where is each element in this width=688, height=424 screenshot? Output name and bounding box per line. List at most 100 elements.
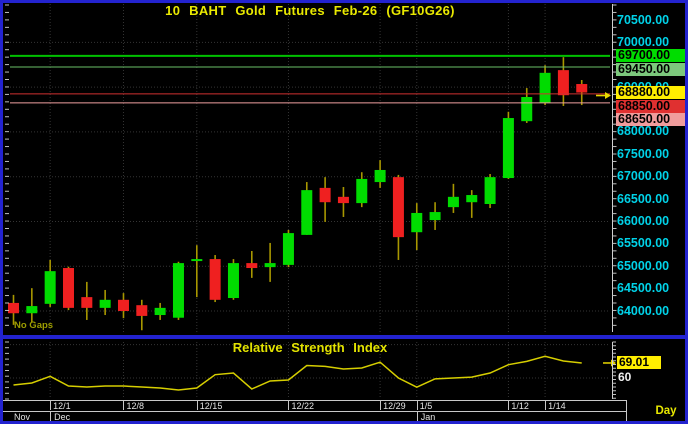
candle-up[interactable]	[484, 174, 496, 209]
candle-body[interactable]	[154, 307, 166, 316]
candle-down[interactable]	[117, 293, 129, 319]
panel-separator	[0, 335, 688, 339]
price-flag-69450: 69450.00	[616, 62, 688, 76]
candle-body[interactable]	[447, 196, 459, 208]
candle-up[interactable]	[154, 302, 166, 320]
candle-body[interactable]	[502, 118, 514, 179]
candle-up[interactable]	[26, 288, 38, 323]
candle-body[interactable]	[337, 196, 349, 204]
price-flag-69700: 69700.00	[616, 49, 688, 63]
candle-down[interactable]	[62, 266, 74, 311]
candle-up[interactable]	[172, 261, 184, 320]
candle-up[interactable]	[502, 111, 514, 179]
candle-up[interactable]	[521, 88, 533, 123]
week-label: 12/15	[199, 401, 223, 411]
candle-body[interactable]	[521, 97, 533, 122]
candle-body[interactable]	[172, 263, 184, 318]
price-axis-label: 70000.00	[617, 34, 670, 49]
rsi-current-value-badge: 69.01	[617, 356, 661, 369]
candle-up[interactable]	[264, 242, 276, 282]
price-axis-label: 64000.00	[617, 303, 670, 318]
candle-down[interactable]	[136, 299, 148, 331]
candle-down[interactable]	[576, 79, 588, 106]
price-axis-label: 66500.00	[617, 191, 670, 206]
candle-body[interactable]	[117, 299, 129, 311]
candle-down[interactable]	[246, 251, 258, 278]
candle-body[interactable]	[227, 263, 239, 299]
price-flag-68880: 68880.00	[616, 86, 688, 100]
candle-body[interactable]	[374, 169, 386, 183]
candle-body[interactable]	[319, 187, 331, 203]
candle-up[interactable]	[466, 190, 478, 218]
week-tick	[545, 400, 547, 410]
candle-down[interactable]	[8, 294, 19, 325]
candle-body[interactable]	[392, 177, 404, 238]
candle-up[interactable]	[539, 65, 551, 106]
month-label: Dec	[54, 411, 71, 422]
candle-body[interactable]	[99, 299, 111, 308]
candle-body[interactable]	[246, 263, 258, 269]
candle-up[interactable]	[191, 245, 203, 298]
price-axis-label: 64500.00	[617, 281, 670, 296]
price-axis-label: 67500.00	[617, 146, 670, 161]
axis-tick-marks	[5, 4, 617, 400]
rsi-title: Relative Strength Index	[232, 340, 388, 355]
candle-up[interactable]	[356, 172, 368, 208]
candle-body[interactable]	[8, 302, 19, 314]
candle-body[interactable]	[411, 212, 423, 233]
candle-body[interactable]	[356, 178, 368, 204]
candle-down[interactable]	[392, 174, 404, 260]
candle-down[interactable]	[557, 57, 569, 106]
candle-down[interactable]	[209, 255, 221, 303]
candle-body[interactable]	[264, 263, 276, 268]
week-label: 1/5	[419, 401, 433, 411]
candle-body[interactable]	[136, 305, 148, 316]
last-price-arrowhead	[605, 92, 611, 100]
price-axis-label: 68000.00	[617, 124, 670, 139]
candle-body[interactable]	[81, 297, 93, 308]
candle-up[interactable]	[227, 259, 239, 300]
week-tick	[288, 400, 290, 410]
candle-down[interactable]	[81, 281, 93, 320]
candle-body[interactable]	[44, 271, 56, 304]
candle-up[interactable]	[411, 203, 423, 251]
price-axis-label: 66000.00	[617, 213, 670, 228]
candle-up[interactable]	[282, 229, 294, 268]
timeframe-day-label[interactable]: Day	[655, 405, 677, 417]
candle-down[interactable]	[337, 186, 349, 217]
candle-up[interactable]	[429, 202, 441, 230]
candle-body[interactable]	[484, 177, 496, 205]
rsi-scale-label: 60	[618, 370, 632, 384]
rsi-line[interactable]	[13, 355, 582, 391]
candle-body[interactable]	[576, 84, 588, 93]
candle-body[interactable]	[429, 212, 441, 221]
candle-body[interactable]	[557, 70, 569, 96]
price-flag-68850: 68850.00	[616, 99, 688, 113]
candle-up[interactable]	[99, 289, 111, 316]
week-tick-end	[626, 400, 627, 421]
price-axis-label: 67000.00	[617, 169, 670, 184]
month-divider	[50, 411, 52, 421]
candle-body[interactable]	[191, 259, 203, 262]
price-axis-label: 65000.00	[617, 258, 670, 273]
week-tick	[508, 400, 510, 410]
candle-down[interactable]	[319, 177, 331, 222]
candle-body[interactable]	[62, 268, 74, 308]
price-axis-label: 70500.00	[617, 12, 670, 27]
candle-body[interactable]	[301, 190, 313, 235]
candle-up[interactable]	[447, 183, 459, 213]
week-label: 12/29	[383, 401, 406, 411]
candle-body[interactable]	[26, 306, 38, 314]
candle-body[interactable]	[209, 259, 221, 300]
candle-body[interactable]	[466, 195, 478, 203]
candle-body[interactable]	[282, 233, 294, 265]
week-label: 1/12	[511, 401, 529, 411]
candle-body[interactable]	[539, 72, 551, 103]
week-tick	[123, 400, 125, 410]
candle-up[interactable]	[44, 259, 56, 307]
candle-up[interactable]	[374, 160, 386, 188]
price-flag-68650: 68650.00	[616, 113, 688, 127]
price-axis-label: 65500.00	[617, 236, 670, 251]
candle-up[interactable]	[301, 182, 313, 235]
